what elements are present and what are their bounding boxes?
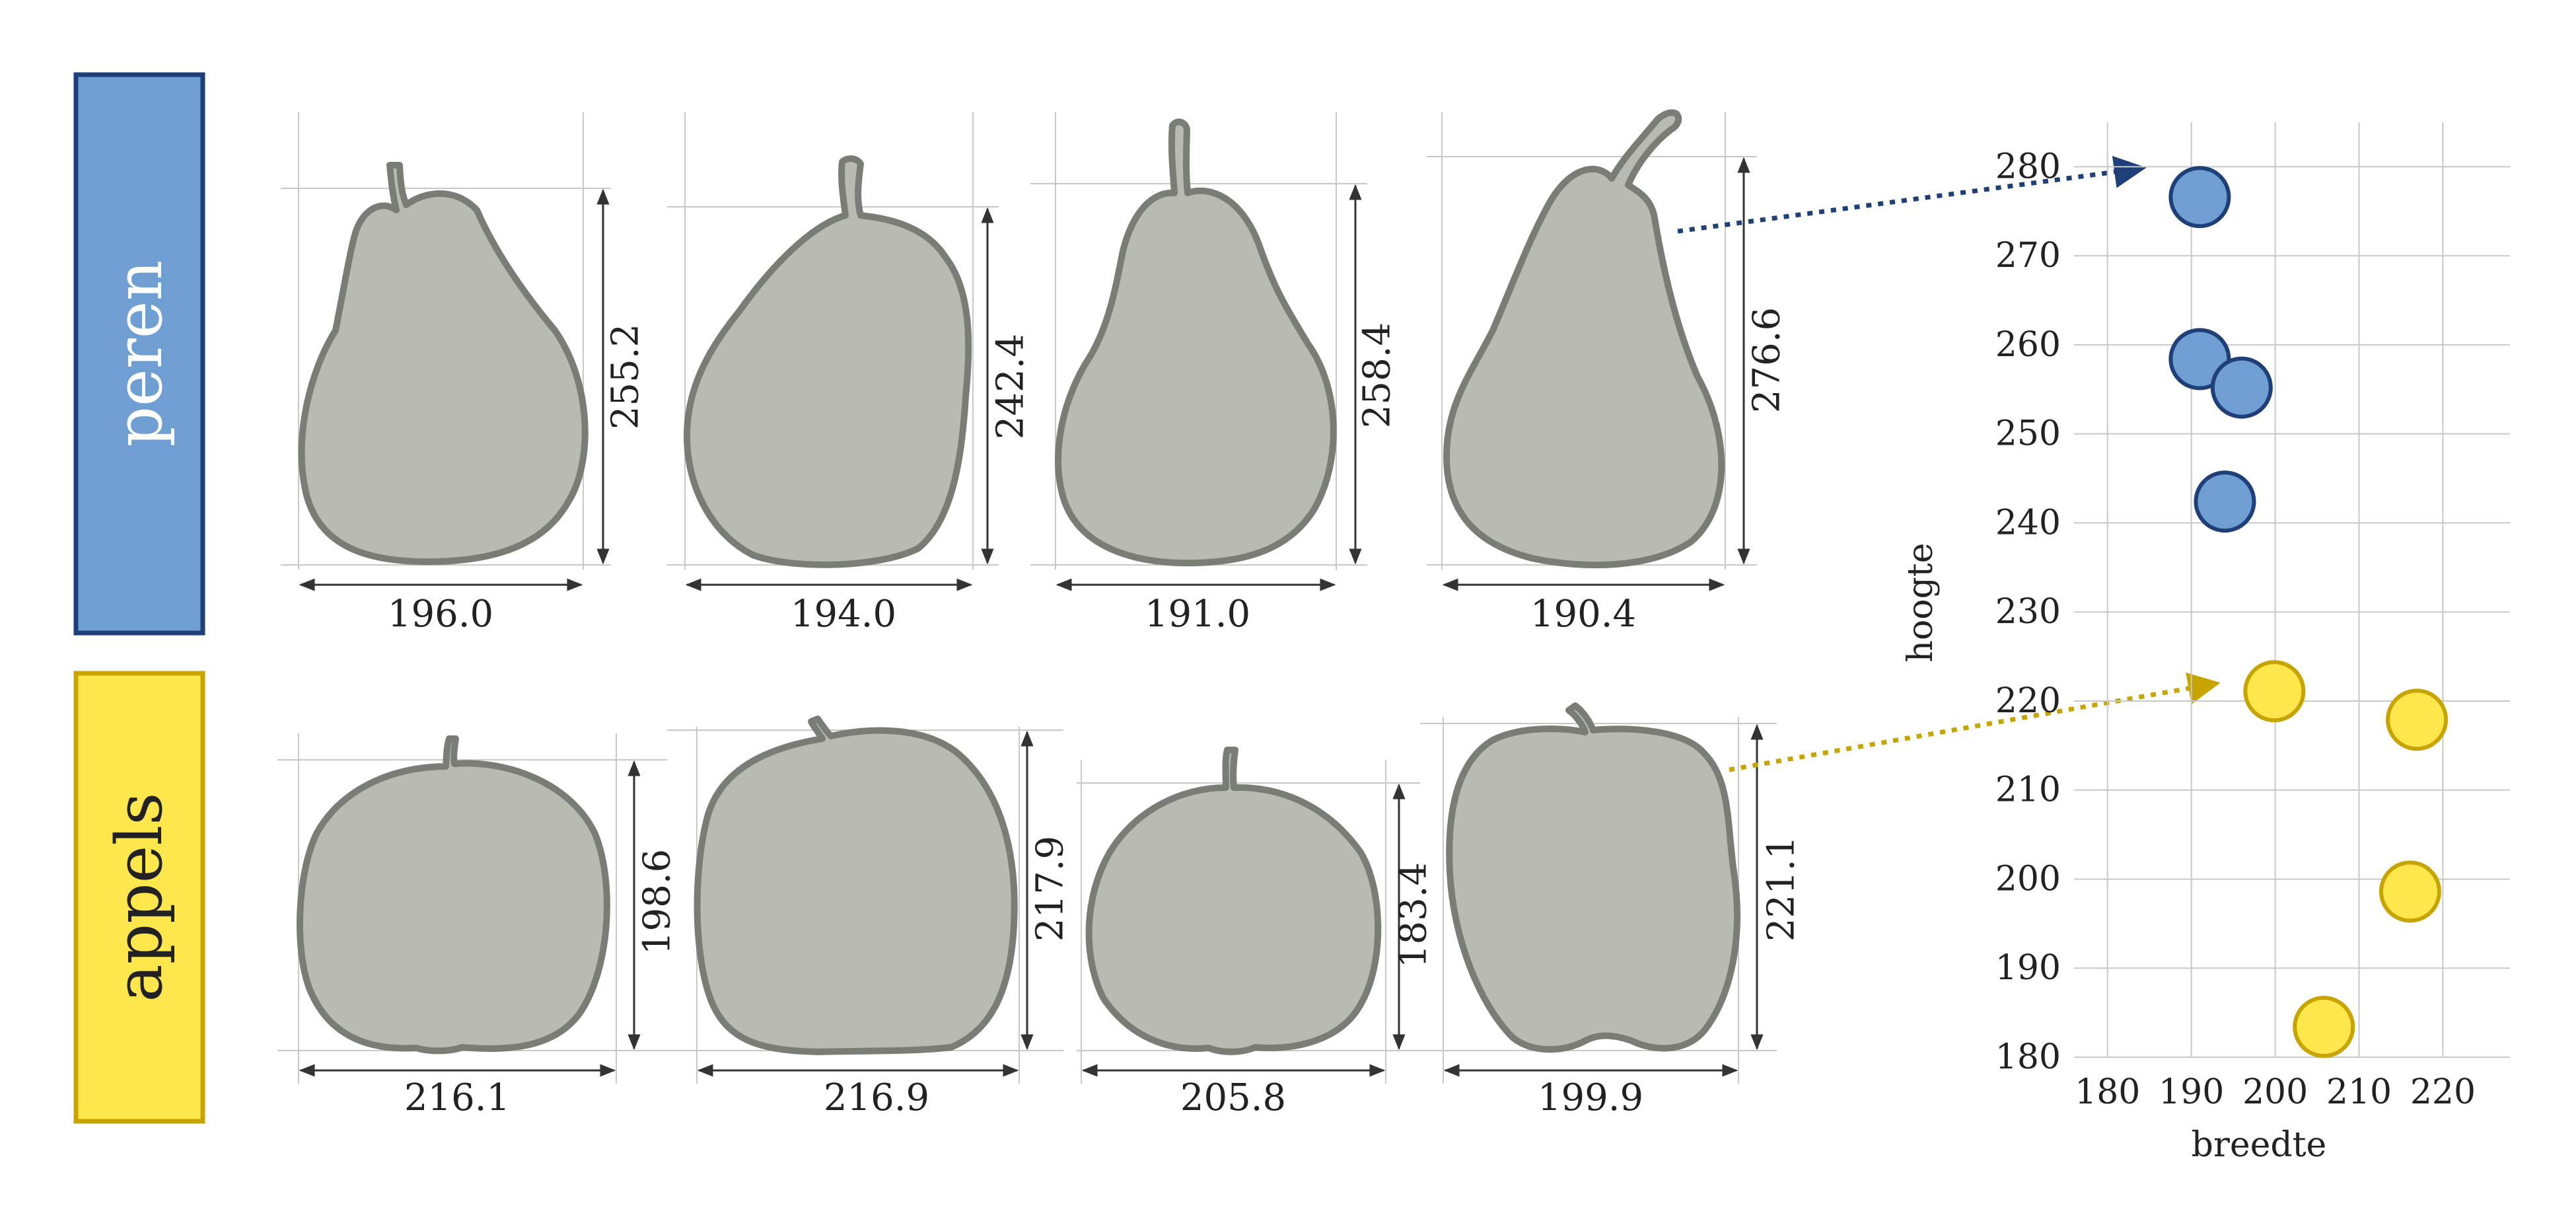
y-tick-label: 230 (1995, 592, 2061, 632)
pear-2-width-label: 194.0 (791, 593, 896, 636)
apple-shape (694, 716, 1018, 1055)
pear-4-width-label: 190.4 (1530, 593, 1636, 636)
apple-1: 198.6 216.1 (277, 733, 679, 1119)
scatter-point (2293, 996, 2355, 1059)
pear-4-height-label: 276.6 (1746, 307, 1789, 413)
y-tick-label: 270 (1995, 236, 2061, 276)
pears-label-box (73, 72, 205, 636)
x-tick-label: 200 (2242, 1072, 2308, 1112)
y-tick-labels: 180 190 200 210 220 230 240 250 260 270 280 (1995, 147, 2061, 1077)
y-tick-label: 190 (1995, 948, 2061, 988)
x-tick-label: 180 (2075, 1072, 2140, 1112)
apple-1-width-label: 216.1 (404, 1076, 510, 1119)
y-axis-label: hoogte (1901, 542, 1941, 662)
pears-group-label: peren (73, 72, 205, 636)
pear-1-height-label: 255.2 (604, 324, 647, 429)
x-tick-label: 220 (2410, 1072, 2476, 1112)
x-axis-label: breedte (2192, 1125, 2327, 1165)
x-tick-label: 210 (2326, 1072, 2392, 1112)
pear-3-height-label: 258.4 (1356, 322, 1399, 428)
apple-shape (1085, 747, 1382, 1055)
apple-shape (296, 735, 610, 1055)
pears-label-text: peren (102, 260, 176, 447)
y-tick-label: 240 (1995, 503, 2061, 542)
scatter-point (2168, 166, 2231, 229)
scatter-point (2386, 688, 2449, 751)
apples-label-text: appels (102, 793, 176, 1002)
scatter-plot: 180 190 200 210 220 230 240 250 260 270 280 180 190… (1901, 122, 2510, 1165)
pear-3: 258.4 191.0 (1030, 112, 1399, 636)
pear-4: 276.6 190.4 (1427, 109, 1789, 636)
pear-2-height-label: 242.4 (989, 334, 1032, 439)
apple-2-height-label: 217.9 (1029, 836, 1072, 942)
y-tick-label: 180 (1995, 1037, 2061, 1077)
apple-to-point-connector (1729, 672, 2221, 772)
apple-4-height-label: 221.1 (1760, 836, 1803, 942)
apple-4-width-label: 199.9 (1538, 1076, 1643, 1119)
scatter-point (2379, 860, 2441, 923)
pear-shape (1443, 109, 1725, 569)
y-tick-label: 210 (1995, 770, 2061, 810)
y-tick-label: 200 (1995, 859, 2061, 899)
apple-2-width-label: 216.9 (824, 1076, 929, 1119)
apple-3-width-label: 205.8 (1180, 1076, 1286, 1119)
pear-3-width-label: 191.0 (1145, 593, 1250, 636)
pear-shape (1055, 118, 1337, 567)
scatter-point (2210, 356, 2273, 419)
y-tick-label: 250 (1995, 414, 2061, 454)
apple-4: 221.1 199.9 (1420, 702, 1803, 1119)
apples-label-box (73, 671, 205, 1124)
chart-grid (2074, 122, 2510, 1058)
apple-2: 217.9 216.9 (667, 716, 1072, 1119)
pear-shape (298, 162, 589, 566)
pear-shape (684, 155, 972, 568)
pear-to-point-connector (1677, 155, 2147, 234)
apple-3-height-label: 183.4 (1392, 862, 1435, 968)
apple-1-height-label: 198.6 (636, 849, 679, 955)
scatter-points (2168, 166, 2449, 1059)
apples-group-label: appels (73, 671, 205, 1124)
y-tick-label: 260 (1995, 325, 2061, 365)
y-tick-label: 220 (1995, 681, 2061, 721)
y-tick-label: 280 (1995, 147, 2061, 186)
x-tick-label: 190 (2159, 1072, 2224, 1112)
pear-2: 242.4 194.0 (667, 112, 1032, 636)
apple-shape (1446, 702, 1740, 1053)
pear-1: 255.2 196.0 (281, 112, 647, 636)
apple-3: 183.4 205.8 (1077, 747, 1435, 1119)
scatter-point (2243, 660, 2306, 723)
pear-1-width-label: 196.0 (388, 593, 493, 636)
scatter-point (2194, 470, 2256, 533)
x-tick-labels: 180 190 200 210 220 (2075, 1072, 2476, 1112)
